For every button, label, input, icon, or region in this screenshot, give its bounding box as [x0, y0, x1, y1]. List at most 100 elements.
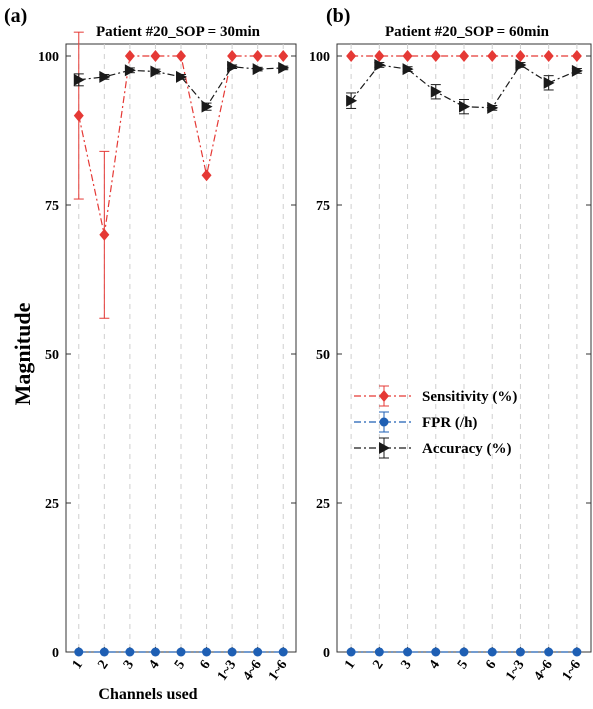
data-point [99, 70, 111, 83]
y-tick-label: 100 [38, 50, 59, 65]
legend-entry: Sensitivity (%) [354, 385, 517, 407]
y-tick-label: 100 [309, 50, 330, 65]
y-tick-label: 75 [45, 199, 59, 214]
data-point [150, 50, 161, 62]
data-point [99, 647, 109, 657]
data-point [176, 70, 187, 83]
data-point [544, 647, 554, 657]
x-tick-label: 1~3 [215, 658, 239, 684]
data-point [124, 50, 135, 62]
series-accuracy [73, 60, 290, 113]
data-point [176, 50, 186, 62]
data-point [150, 65, 162, 78]
legend-marker [379, 417, 389, 427]
x-tick-label: 4 [146, 658, 162, 672]
legend-marker [379, 390, 389, 402]
panel-a-letter: (a) [4, 5, 27, 27]
data-point [278, 50, 289, 62]
data-point [515, 647, 525, 657]
x-tick-label: 4~6 [531, 658, 555, 684]
y-tick-label: 75 [316, 199, 330, 214]
data-point [278, 647, 288, 657]
data-point [202, 647, 212, 657]
y-tick-label: 50 [45, 348, 59, 363]
data-point [402, 63, 414, 76]
x-tick-label: 1 [70, 658, 86, 672]
x-tick-label: 3 [121, 658, 137, 672]
data-point [346, 50, 357, 62]
data-point [572, 647, 582, 657]
series-accuracy [346, 58, 583, 115]
data-point [487, 647, 497, 657]
data-point [278, 61, 290, 74]
data-point [543, 50, 554, 62]
legend-label: Accuracy (%) [422, 441, 512, 457]
panel-b-title: Patient #20_SOP = 60min [385, 24, 550, 40]
data-point [125, 647, 135, 657]
x-tick-label: 3 [399, 658, 415, 672]
data-point [459, 50, 469, 62]
data-point [150, 647, 160, 657]
x-tick-label: 2 [370, 658, 386, 672]
data-point [543, 76, 555, 89]
data-point [227, 647, 237, 657]
y-tick-label: 0 [323, 646, 330, 661]
data-point [374, 647, 384, 657]
data-point [571, 64, 583, 77]
x-tick-label: 4~6 [240, 658, 264, 684]
y-tick-label: 50 [316, 348, 330, 363]
data-point [227, 60, 239, 73]
series-line [350, 64, 578, 109]
data-point [99, 228, 110, 241]
legend: Sensitivity (%) FPR (/h) Accuracy (%) [354, 385, 517, 459]
y-axis-label: Magnitude [10, 302, 35, 405]
data-point [73, 109, 84, 122]
legend-marker [379, 442, 390, 454]
series-fpr [74, 647, 288, 657]
series-line [78, 55, 284, 235]
data-point [403, 647, 413, 657]
data-point [374, 50, 385, 62]
data-point [74, 647, 84, 657]
panel-b-plot: 0 25 50 75 100 1 2 3 4 5 6 1~3 4~6 1~6 [309, 43, 592, 684]
x-tick-label: 4 [427, 658, 443, 672]
data-point [73, 73, 85, 86]
panel-b-letter: (b) [326, 5, 350, 27]
y-tick-label: 25 [316, 497, 330, 512]
data-point [459, 647, 469, 657]
x-tick-label: 5 [455, 658, 471, 672]
data-point [431, 647, 441, 657]
data-point [571, 50, 582, 62]
y-tick-label: 0 [52, 646, 59, 661]
x-tick-label: 6 [198, 658, 214, 672]
legend-entry: FPR (/h) [354, 411, 477, 433]
legend-label: FPR (/h) [422, 415, 477, 431]
series-sensitivity [73, 31, 289, 319]
series-fpr [346, 647, 582, 657]
data-point [346, 647, 356, 657]
legend-label: Sensitivity (%) [422, 389, 517, 405]
data-point [515, 50, 526, 62]
series-line [78, 66, 284, 108]
data-point [253, 647, 263, 657]
legend-entry: Accuracy (%) [354, 437, 512, 459]
data-point [459, 100, 470, 113]
data-point [252, 63, 264, 76]
y-tick-label: 25 [45, 497, 59, 512]
x-tick-label: 5 [172, 658, 188, 672]
x-tick-label: 2 [95, 658, 111, 672]
x-tick-label: 1~6 [266, 658, 290, 684]
data-point [201, 169, 212, 182]
series-sensitivity [346, 50, 582, 62]
x-tick-label: 6 [483, 658, 499, 672]
data-point [201, 100, 213, 113]
panel-a-plot: 0 25 50 75 100 1 2 3 4 5 6 1~3 4~6 1~6 [38, 31, 297, 684]
data-point [487, 50, 498, 62]
x-tick-label: 1 [342, 658, 358, 672]
data-point [176, 647, 186, 657]
data-point [402, 50, 413, 62]
data-point [252, 50, 263, 62]
